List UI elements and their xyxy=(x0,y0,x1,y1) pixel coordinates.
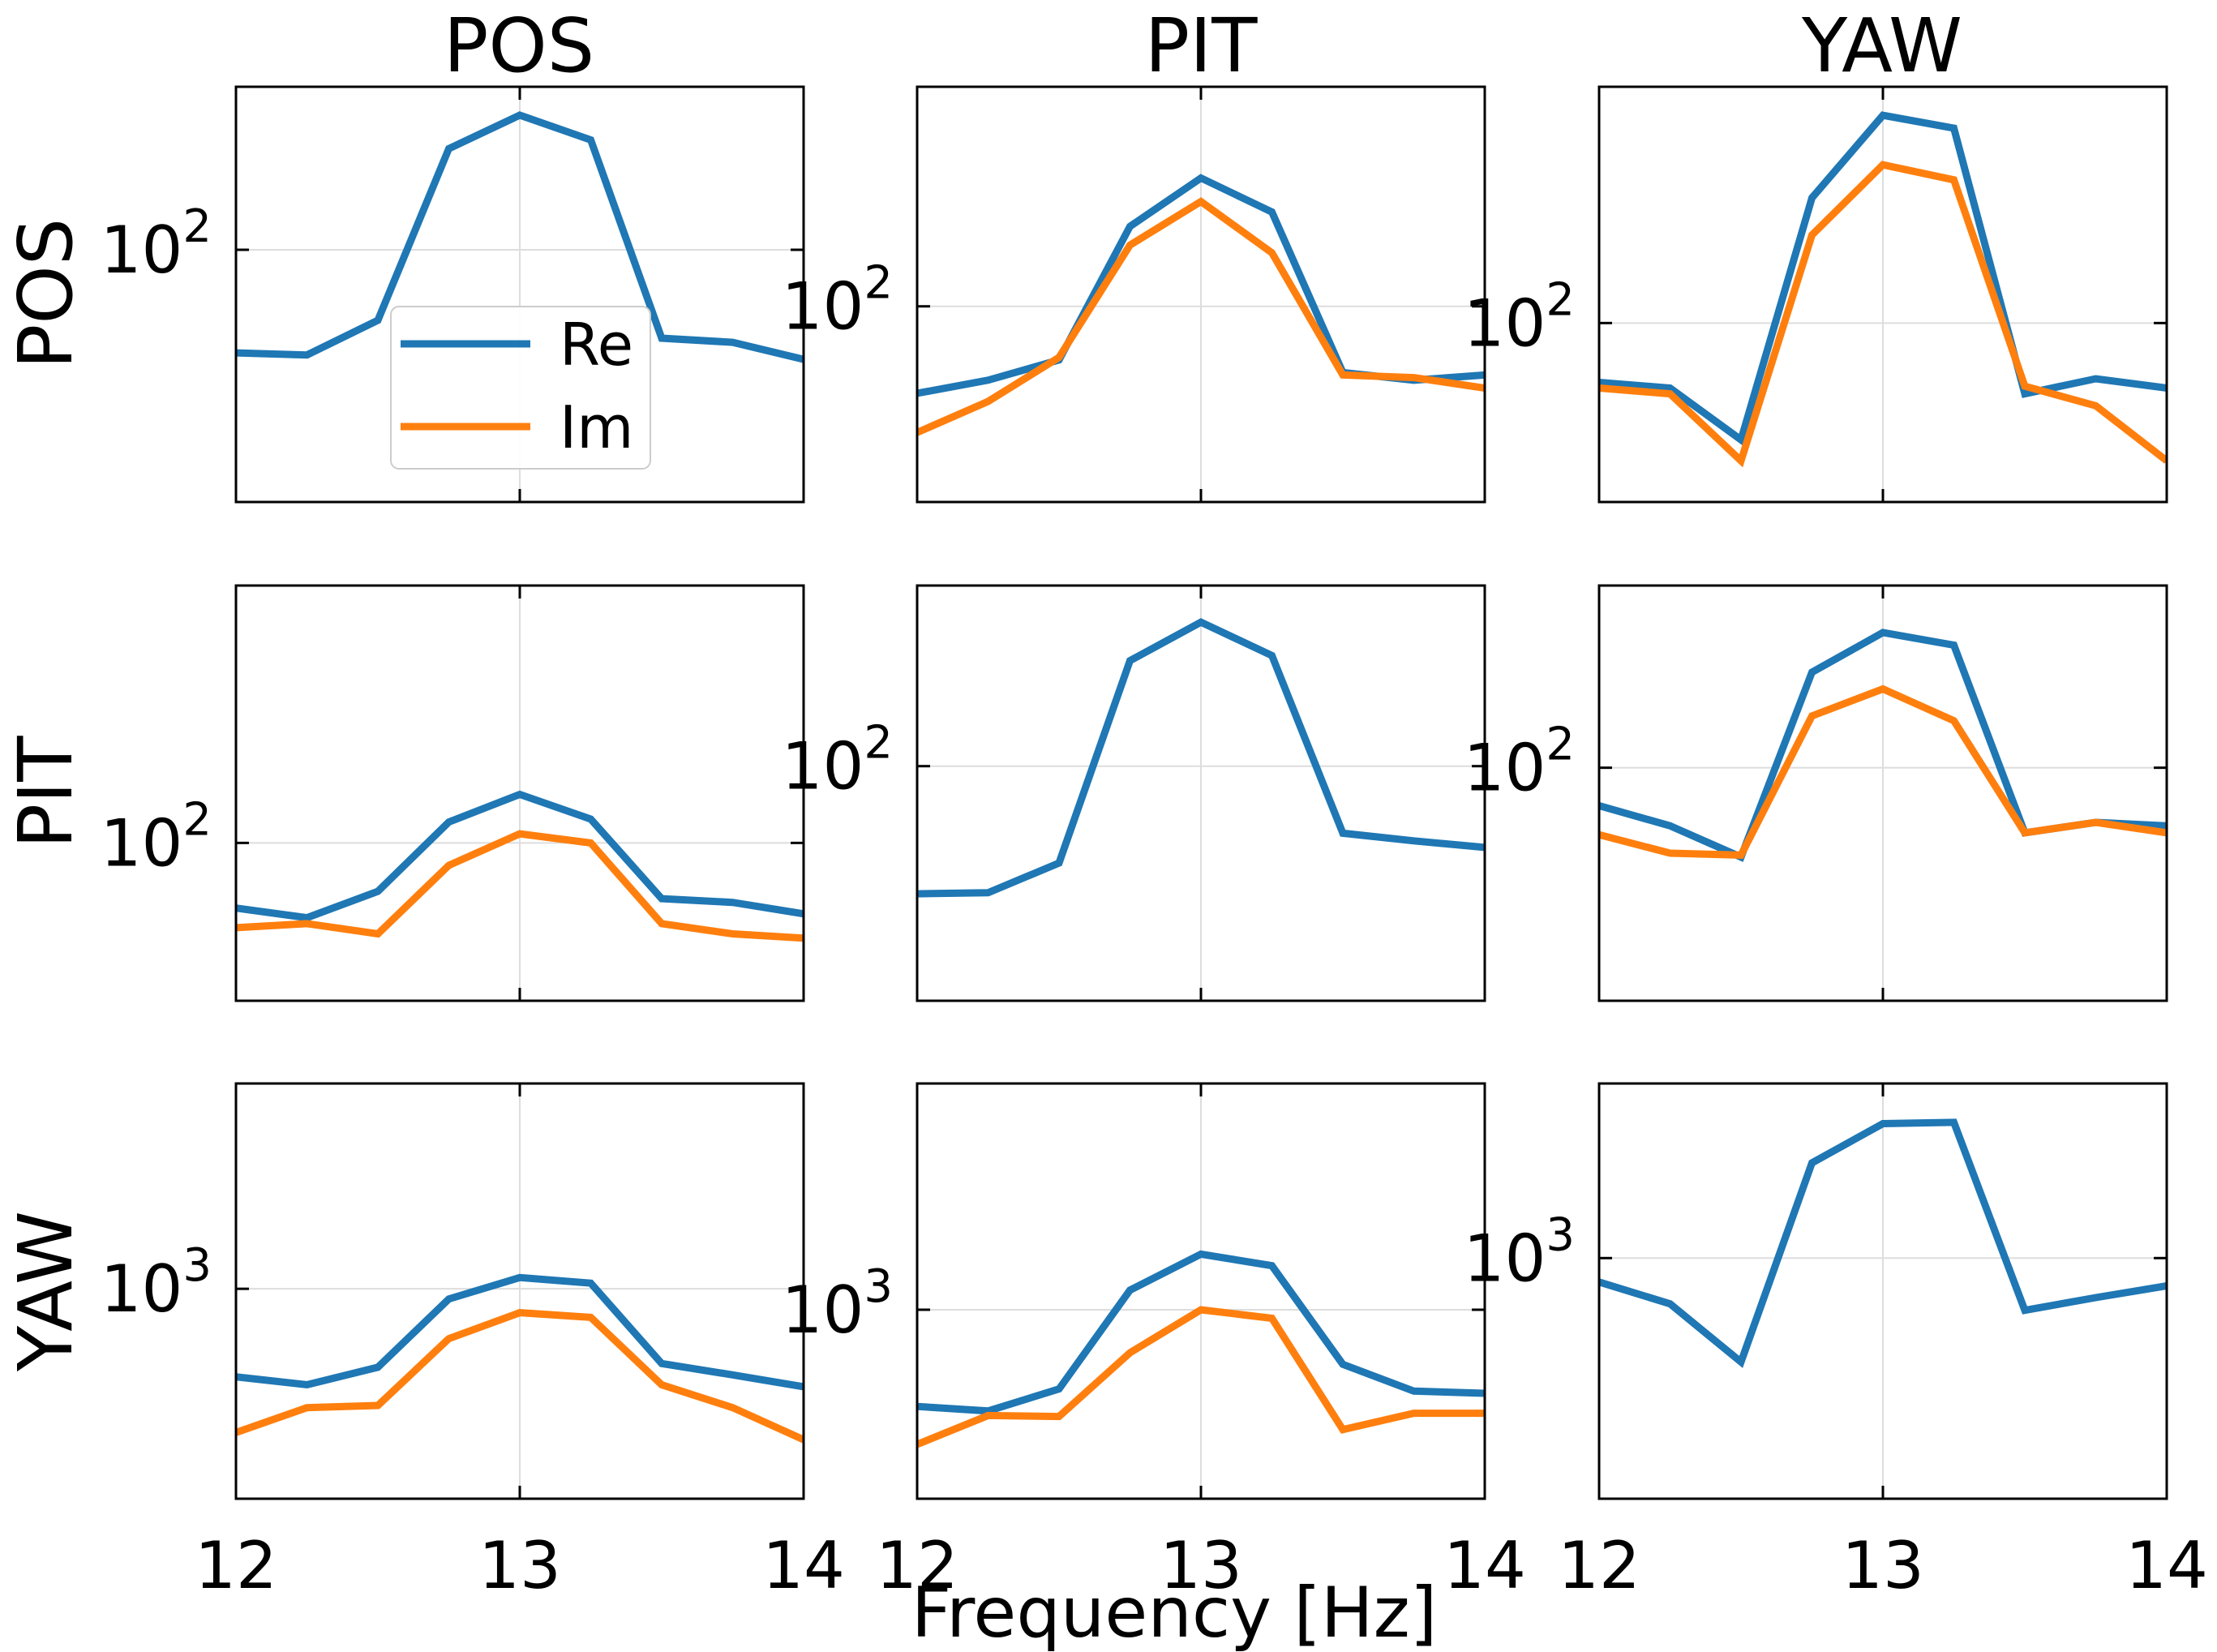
y-tick-label: 102 xyxy=(101,793,212,881)
x-tick-label: 13 xyxy=(1842,1528,1924,1603)
x-tick-label: 14 xyxy=(2125,1528,2208,1603)
row-title-pit: PIT xyxy=(2,736,89,849)
series-line-re xyxy=(236,111,804,363)
series-line-im xyxy=(1599,161,2167,468)
panel-yaw-pit: 103 12 13 14 xyxy=(782,1082,1526,1603)
series-line-re xyxy=(236,790,804,922)
series-line-re xyxy=(1599,111,2167,446)
series-line-re xyxy=(917,1250,1485,1415)
legend: Re Im xyxy=(390,306,651,470)
x-tick-label: 14 xyxy=(1443,1528,1526,1603)
x-tick-label: 12 xyxy=(195,1528,277,1603)
series-line-im xyxy=(236,830,804,942)
y-tick-label: 102 xyxy=(1464,273,1575,361)
panel-pit-pos: 102 xyxy=(101,584,805,1002)
series-line-re xyxy=(1599,1118,2167,1368)
y-tick-label: 103 xyxy=(1464,1208,1575,1296)
x-tick-label: 12 xyxy=(1558,1528,1640,1603)
x-tick-label: 12 xyxy=(876,1528,958,1603)
panel-pos-pos: 102 xyxy=(101,85,805,504)
series-line-im xyxy=(1599,684,2167,859)
column-title-pos: POS xyxy=(444,2,594,89)
x-axis-label: Frequency [Hz] xyxy=(911,1573,1438,1652)
panel-pit-pit: 102 xyxy=(782,584,1486,1002)
panel-yaw-yaw: 103 12 13 14 xyxy=(1464,1082,2208,1603)
legend-label-re: Re xyxy=(560,311,633,379)
series-line-im xyxy=(236,1309,804,1444)
x-tick-label: 13 xyxy=(478,1528,561,1603)
panel-pit-yaw: 102 xyxy=(1464,584,2168,1002)
column-title-pit: PIT xyxy=(1145,2,1259,89)
y-tick-label: 102 xyxy=(1464,719,1575,806)
row-title-yaw: YAW xyxy=(2,1211,89,1372)
series-line-im xyxy=(917,197,1485,436)
y-tick-label: 102 xyxy=(782,717,893,805)
series-line-im xyxy=(917,1306,1485,1448)
y-tick-label: 103 xyxy=(782,1260,893,1348)
legend-label-im: Im xyxy=(560,393,633,461)
y-tick-label: 102 xyxy=(782,257,893,345)
panel-yaw-pos: 103 12 13 14 xyxy=(101,1082,845,1603)
series-line-re xyxy=(917,618,1485,898)
x-tick-label: 13 xyxy=(1160,1528,1242,1603)
column-title-yaw: YAW xyxy=(1801,2,1962,89)
panel-pos-pit: 102 xyxy=(782,85,1486,504)
y-tick-label: 102 xyxy=(101,200,212,288)
x-tick-label: 14 xyxy=(762,1528,845,1603)
row-title-pos: POS xyxy=(2,218,89,369)
y-tick-label: 103 xyxy=(101,1239,212,1327)
panel-pos-yaw: 102 xyxy=(1464,85,2168,504)
series-line-re xyxy=(236,1273,804,1391)
